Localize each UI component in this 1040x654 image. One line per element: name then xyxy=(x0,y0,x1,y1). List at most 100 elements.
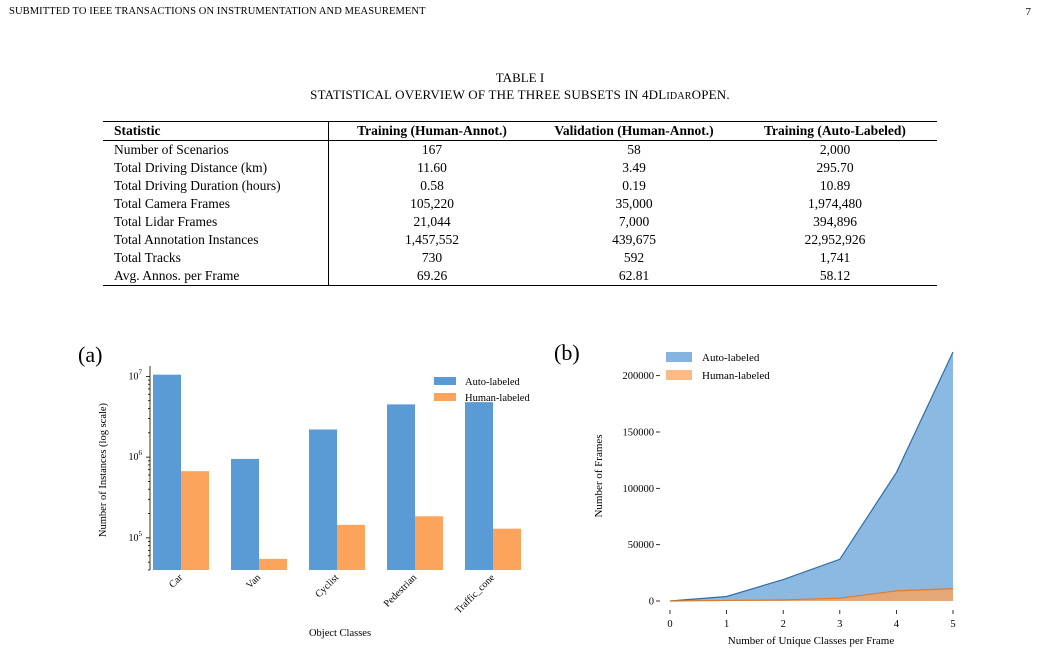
bar-auto-labeled-pedestrian xyxy=(387,404,415,570)
column-header: Training (Human-Annot.) xyxy=(357,123,507,138)
legend-swatch xyxy=(666,352,692,362)
y-axis-title: Number of Instances (log scale) xyxy=(98,402,109,537)
bar-human-labeled-traffic_cone xyxy=(493,528,521,570)
x-tick-label: 1 xyxy=(724,619,729,630)
table-row: Total Driving Distance (km) 11.60 3.49 295.… xyxy=(103,159,937,177)
legend-swatch xyxy=(434,377,456,385)
value-cell: 58.12 xyxy=(819,268,851,283)
y-tick-label: 50000 xyxy=(628,540,654,551)
row-label-cell: Total Camera Frames xyxy=(103,195,329,213)
y-tick-base: 10 xyxy=(129,371,139,382)
table-title-part2: OPEN. xyxy=(691,87,730,102)
value-cell: 394,896 xyxy=(813,214,857,229)
x-axis-title: Number of Unique Classes per Frame xyxy=(728,635,895,647)
value-cell: 730 xyxy=(421,250,443,265)
bar-human-labeled-van xyxy=(259,558,287,570)
value-cell: 3.49 xyxy=(622,160,646,175)
legend-label: Human-labeled xyxy=(465,393,530,404)
x-tick-label: 3 xyxy=(837,619,842,630)
value-cell: 11.60 xyxy=(417,160,447,175)
panel-label: (b) xyxy=(554,340,580,365)
table-row: Total Driving Duration (hours) 0.58 0.19 10… xyxy=(103,177,937,195)
journal-header: SUBMITTED TO IEEE TRANSACTIONS ON INSTRU… xyxy=(9,6,426,17)
y-axis-title: Number of Frames xyxy=(593,434,605,517)
value-cell: 295.70 xyxy=(816,160,854,175)
table-body: Number of Scenarios 167 58 2,000 Total Drivi… xyxy=(103,140,937,286)
x-tick-label: 2 xyxy=(781,619,786,630)
row-label-cell: Total Annotation Instances xyxy=(103,231,329,249)
table-row: Total Lidar Frames 21,044 7,000 394,896 xyxy=(103,213,937,231)
value-cell: 7,000 xyxy=(618,214,650,229)
y-tick-base: 10 xyxy=(129,533,139,544)
page-number: 7 xyxy=(1025,6,1032,18)
value-cell: 0.58 xyxy=(420,178,444,193)
frame-distribution-chart: (b) 0 50000 100000 150000 200000 0 1 2 3 4 5 Number … xyxy=(554,340,956,647)
table-title: STATISTICAL OVERVIEW OF THE THREE SUBSET… xyxy=(0,87,1040,103)
legend-label: Auto-labeled xyxy=(465,377,521,388)
line-human-labeled xyxy=(669,588,954,602)
column-header: Statistic xyxy=(103,121,329,141)
x-tick-label: 0 xyxy=(667,619,672,630)
column-header: Validation (Human-Annot.) xyxy=(554,123,714,138)
x-tick-label: 4 xyxy=(894,619,900,630)
value-cell: 58 xyxy=(627,142,641,157)
value-cell: 439,675 xyxy=(612,232,656,247)
value-cell: 0.19 xyxy=(622,178,646,193)
bar-human-labeled-car xyxy=(181,471,209,570)
y-tick-label: 105 xyxy=(129,530,143,544)
value-cell: 10.89 xyxy=(819,178,851,193)
bar-human-labeled-cyclist xyxy=(337,524,365,570)
bar-auto-labeled-traffic_cone xyxy=(465,402,493,570)
y-tick-exponent: 6 xyxy=(139,449,143,457)
value-cell: 22,952,926 xyxy=(804,232,866,247)
row-label-cell: Total Tracks xyxy=(103,249,329,267)
legend-label: Auto-labeled xyxy=(702,352,760,364)
value-cell: 1,974,480 xyxy=(808,196,862,211)
y-tick-label: 100000 xyxy=(623,484,655,495)
table-row: Total Annotation Instances 1,457,552 439,6… xyxy=(103,231,937,249)
row-label-cell: Avg. Annos. per Frame xyxy=(103,267,329,286)
y-tick-label: 106 xyxy=(129,449,143,463)
value-cell: 62.81 xyxy=(618,268,650,283)
y-tick-base: 10 xyxy=(129,452,139,463)
table-row: Avg. Annos. per Frame 69.26 62.81 58.12 xyxy=(103,267,937,286)
x-tick-label: 5 xyxy=(950,619,955,630)
y-tick-label: 0 xyxy=(649,597,654,608)
legend-swatch xyxy=(666,370,692,380)
value-cell: 1,457,552 xyxy=(405,232,459,247)
bar-auto-labeled-van xyxy=(231,458,259,570)
y-tick-exponent: 5 xyxy=(139,530,143,538)
line-auto-labeled xyxy=(669,351,954,602)
table-title-smallcaps: IDAR xyxy=(666,91,692,102)
area-auto-labeled xyxy=(670,352,953,601)
row-label-cell: Total Lidar Frames xyxy=(103,213,329,231)
value-cell: 21,044 xyxy=(413,214,451,229)
y-tick-label: 150000 xyxy=(623,427,655,438)
row-label-cell: Number of Scenarios xyxy=(103,140,329,159)
table-row: Total Tracks 730 592 1,741 xyxy=(103,249,937,267)
table-caption: TABLE I xyxy=(495,70,545,85)
row-label-cell: Total Driving Duration (hours) xyxy=(103,177,329,195)
panel-label: (a) xyxy=(78,342,102,367)
column-header: Training (Auto-Labeled) xyxy=(764,123,906,138)
value-cell: 1,741 xyxy=(819,250,851,265)
value-cell: 69.26 xyxy=(416,268,448,283)
legend-label: Human-labeled xyxy=(702,370,770,382)
value-cell: 167 xyxy=(421,142,443,157)
y-tick-exponent: 7 xyxy=(139,368,143,376)
table-row: Number of Scenarios 167 58 2,000 xyxy=(103,140,937,159)
row-label-cell: Total Driving Distance (km) xyxy=(103,159,329,177)
table-header-row: Statistic Training (Human-Annot.) Valida… xyxy=(103,121,937,141)
table-title-part1: STATISTICAL OVERVIEW OF THE THREE SUBSET… xyxy=(310,87,667,102)
value-cell: 2,000 xyxy=(819,142,851,157)
bar-auto-labeled-cyclist xyxy=(309,429,337,570)
legend-swatch xyxy=(434,393,456,401)
value-cell: 592 xyxy=(623,250,645,265)
area-human-labeled xyxy=(670,588,953,601)
value-cell: 105,220 xyxy=(410,196,454,211)
x-axis-title: Object Classes xyxy=(309,628,371,639)
statistics-table: Statistic Training (Human-Annot.) Valida… xyxy=(103,121,937,286)
bar-human-labeled-pedestrian xyxy=(415,516,443,570)
table-row: Total Camera Frames 105,220 35,000 1,974,48… xyxy=(103,195,937,213)
